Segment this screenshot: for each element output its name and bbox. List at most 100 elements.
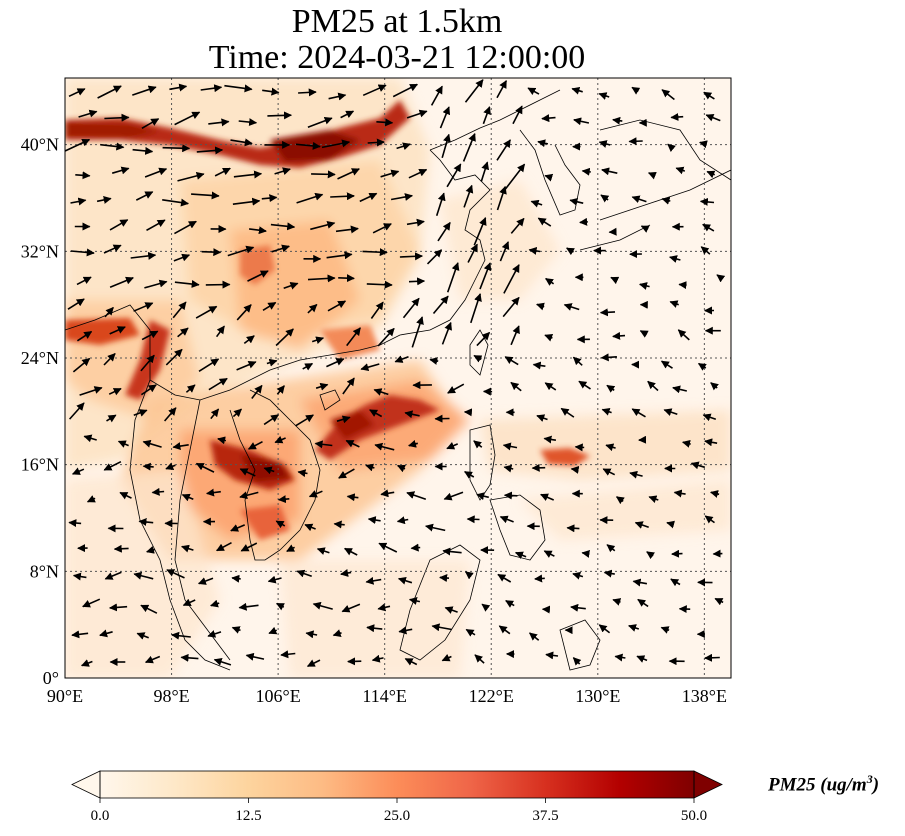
wind-arrow [536,414,548,422]
wind-arrow [365,576,382,585]
wind-arrow [340,569,352,577]
graticule [65,78,731,678]
wind-arrow [332,629,342,637]
wind-arrow [710,382,719,391]
wind-arrow [399,252,423,261]
wind-arrow [631,408,646,418]
wind-arrow [72,572,87,581]
wind-arrow [311,336,325,345]
wind-arrow [326,358,345,368]
wind-arrow [232,408,242,418]
wind-arrow [315,382,329,391]
wind-arrow [476,331,491,347]
wind-arrow [68,88,86,98]
wind-arrow [207,630,222,638]
wind-arrow [528,246,541,255]
wind-arrow [669,300,679,308]
wind-arrow [703,91,715,100]
wind-arrow [182,598,196,607]
wind-arrow [133,571,154,580]
wind-arrow [248,226,267,235]
colorbar-extend-max [693,770,723,799]
wind-arrow [497,573,512,583]
wind-arrow [704,438,718,447]
wind-arrow [441,321,452,345]
wind-arrow [432,295,449,315]
wind-arrow [372,223,392,234]
wind-arrow [673,489,686,498]
wind-arrow [646,551,656,560]
longitude-tick: 90°E [47,686,83,706]
colorbar-ticks: 0.0 12.5 25.0 37.5 50.0 [91,798,707,824]
wind-arrow [133,409,148,417]
colorbar: 0.0 12.5 25.0 37.5 50.0 [71,770,723,824]
wind-arrow [666,520,675,529]
wind-arrow [71,467,85,475]
wind-arrow [239,491,259,500]
wind-arrow [429,357,439,365]
wind-arrow [141,118,160,129]
wind-arrow [581,549,591,558]
wind-arrow [544,334,554,342]
wind-arrow [496,139,511,161]
wind-arrow [173,253,191,262]
wind-arrow [579,217,588,226]
wind-arrow [441,133,451,159]
wind-arrow [163,407,177,422]
wind-arrow [406,491,427,500]
wind-arrow [463,184,474,208]
wind-arrow [510,381,522,392]
wind-arrow [261,194,278,203]
wind-arrow [83,434,97,443]
wind-arrow [268,626,278,635]
wind-arrow [330,192,355,201]
colorbar-tick-label: 50.0 [681,808,707,824]
wind-arrow [675,166,686,175]
wind-arrow [669,255,681,263]
wind-arrow [603,569,615,578]
wind-arrow [195,305,218,319]
wind-arrow [236,304,252,321]
wind-arrow [196,146,224,155]
wind-arrow [262,301,277,311]
wind-arrow [473,354,483,363]
wind-arrow [132,146,154,155]
wind-arrow [704,515,715,524]
wind-arrow [295,141,321,150]
wind-arrow [251,384,263,399]
wind-arrow [462,132,476,162]
wind-arrow [78,109,98,118]
wind-arrow [295,414,314,427]
map-title: PM25 at 1.5km [291,3,503,40]
wind-arrow [181,493,194,502]
wind-arrow [311,170,336,179]
latitude-tick: 24°N [21,348,59,368]
wind-arrow [174,111,201,126]
wind-arrow [310,220,336,231]
wind-arrow [661,89,675,101]
wind-arrow [362,248,388,257]
wind-arrow [335,225,359,234]
wind-arrow [141,330,159,341]
wind-arrow [499,515,514,524]
latitude-tick: 8°N [30,561,59,581]
wind-arrow [615,496,625,505]
wind-arrow [132,85,157,96]
wind-arrow [510,325,520,346]
wind-arrow [474,654,485,664]
wind-arrow [392,83,419,98]
wind-arrow [100,142,125,151]
wind-arrow [370,301,384,319]
wind-arrow [267,111,292,120]
wind-arrow [210,599,220,608]
wind-arrow [247,440,263,450]
wind-arrow [496,185,507,211]
wind-arrow [398,626,413,635]
wind-arrow [166,569,185,579]
wind-arrow [140,384,157,396]
wind-arrow [464,79,484,103]
wind-arrow [410,543,421,552]
wind-arrow [307,274,336,283]
wind-arrow [302,362,314,371]
